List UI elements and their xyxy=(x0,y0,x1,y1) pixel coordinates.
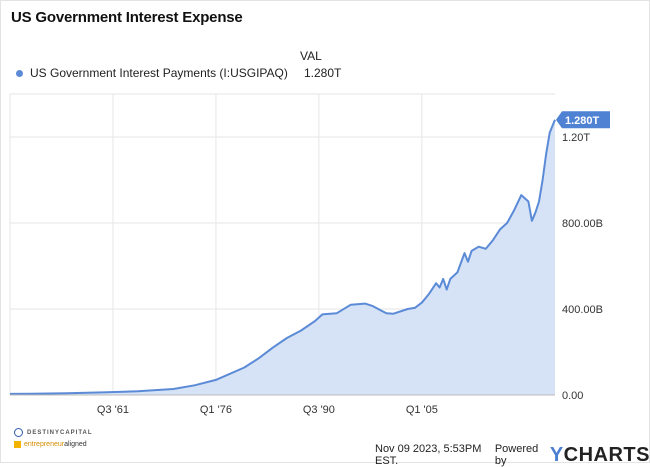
sponsor-logos: DESTINYCAPITAL entrepreneur aligned xyxy=(14,428,93,448)
x-tick-label: Q1 '05 xyxy=(406,404,438,416)
destiny-capital-mark-icon xyxy=(14,428,23,437)
last-value-badge xyxy=(556,111,610,129)
series-line xyxy=(9,119,556,395)
y-axis-ticks: 0.00 400.00B 800.00B 1.20T xyxy=(562,132,603,402)
legend-entry[interactable]: US Government Interest Payments (I:USGIP… xyxy=(16,66,341,80)
legend-column-header: VAL xyxy=(300,49,322,63)
y-tick-label: 400.00B xyxy=(562,304,603,316)
x-tick-label: Q1 '76 xyxy=(200,404,232,416)
series-area xyxy=(10,119,555,396)
x-axis-ticks: Q3 '61 Q1 '76 Q3 '90 Q1 '05 xyxy=(97,404,438,416)
y-tick-label: 800.00B xyxy=(562,218,603,230)
entrepreneur-aligned-mark-icon xyxy=(14,441,21,448)
last-value-label: 1.280T xyxy=(565,115,600,127)
y-tick-label: 0.00 xyxy=(562,390,583,402)
footer-timestamp: Nov 09 2023, 5:53PM EST. xyxy=(375,443,482,467)
last-value-callout: 1.280T xyxy=(556,111,610,129)
legend-series-name: US Government Interest Payments (I:USGIP… xyxy=(30,66,288,80)
destiny-capital-logo: DESTINYCAPITAL xyxy=(14,428,93,437)
x-tick-label: Q3 '90 xyxy=(303,404,335,416)
legend-series-value: 1.280T xyxy=(304,66,342,80)
legend-series-marker xyxy=(16,69,23,77)
chart-title: US Government Interest Expense xyxy=(11,9,243,26)
ycharts-logo[interactable]: YCHARTS xyxy=(549,443,650,466)
x-tick-label: Q3 '61 xyxy=(97,404,129,416)
chart-footer: Nov 09 2023, 5:53PM EST. Powered by YCHA… xyxy=(375,443,650,467)
entrepreneur-aligned-logo: entrepreneur aligned xyxy=(14,441,93,448)
y-tick-label: 1.20T xyxy=(562,132,590,144)
powered-by-label: Powered by xyxy=(494,443,539,467)
